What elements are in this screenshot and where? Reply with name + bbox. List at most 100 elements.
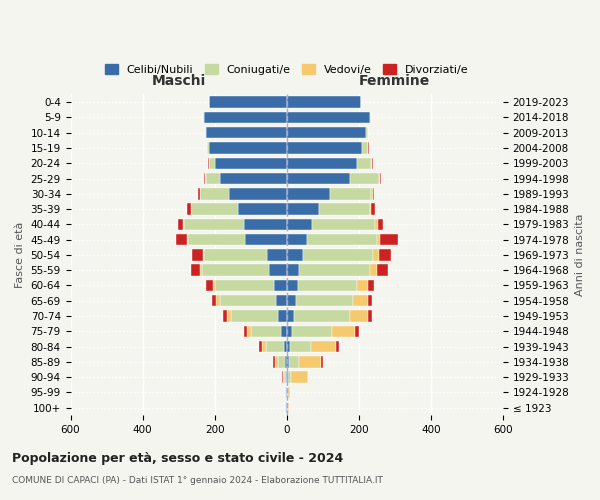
Bar bbox=[287, 96, 361, 108]
Bar bbox=[206, 173, 220, 184]
Bar bbox=[370, 204, 371, 215]
Bar bbox=[379, 173, 380, 184]
Bar bbox=[204, 173, 205, 184]
Bar bbox=[285, 356, 287, 368]
Bar bbox=[287, 280, 298, 291]
Bar bbox=[286, 402, 287, 413]
Text: COMUNE DI CAPACI (PA) - Dati ISTAT 1° gennaio 2024 - Elaborazione TUTTITALIA.IT: COMUNE DI CAPACI (PA) - Dati ISTAT 1° ge… bbox=[12, 476, 383, 485]
Bar bbox=[267, 249, 287, 260]
Bar bbox=[380, 234, 398, 245]
Bar bbox=[290, 341, 311, 352]
Bar bbox=[368, 280, 374, 291]
Bar bbox=[273, 356, 275, 368]
Bar bbox=[191, 204, 238, 215]
Text: Popolazione per età, sesso e stato civile - 2024: Popolazione per età, sesso e stato civil… bbox=[12, 452, 343, 465]
Bar bbox=[292, 372, 308, 383]
Bar bbox=[287, 188, 330, 200]
Bar bbox=[209, 158, 215, 169]
Bar bbox=[288, 402, 289, 413]
Bar bbox=[287, 295, 296, 306]
Bar bbox=[321, 356, 323, 368]
Bar bbox=[247, 326, 251, 337]
Bar bbox=[231, 310, 278, 322]
Bar bbox=[378, 218, 383, 230]
Bar bbox=[284, 341, 287, 352]
Bar bbox=[319, 204, 370, 215]
Text: Femmine: Femmine bbox=[359, 74, 430, 88]
Text: Maschi: Maschi bbox=[152, 74, 206, 88]
Bar bbox=[337, 341, 340, 352]
Bar bbox=[287, 218, 312, 230]
Bar bbox=[370, 264, 377, 276]
Bar bbox=[379, 249, 391, 260]
Bar bbox=[303, 249, 373, 260]
Bar bbox=[362, 142, 368, 154]
Bar bbox=[202, 264, 269, 276]
Bar bbox=[238, 204, 287, 215]
Bar bbox=[276, 295, 287, 306]
Bar bbox=[330, 188, 371, 200]
Bar bbox=[227, 310, 231, 322]
Bar bbox=[355, 326, 359, 337]
Bar bbox=[204, 112, 287, 123]
Bar bbox=[287, 356, 289, 368]
Bar bbox=[191, 264, 200, 276]
Bar bbox=[206, 280, 213, 291]
Bar bbox=[244, 218, 287, 230]
Bar bbox=[289, 356, 299, 368]
Bar bbox=[288, 372, 292, 383]
Bar bbox=[372, 158, 373, 169]
Bar bbox=[332, 326, 355, 337]
Bar bbox=[220, 295, 276, 306]
Bar bbox=[259, 341, 262, 352]
Bar bbox=[307, 234, 377, 245]
Bar bbox=[292, 326, 332, 337]
Bar bbox=[284, 372, 286, 383]
Bar bbox=[266, 341, 284, 352]
Bar bbox=[203, 112, 204, 123]
Bar bbox=[373, 188, 374, 200]
Bar bbox=[176, 234, 187, 245]
Bar bbox=[215, 158, 287, 169]
Bar bbox=[283, 372, 284, 383]
Bar bbox=[204, 249, 267, 260]
Bar bbox=[287, 173, 350, 184]
Bar bbox=[203, 249, 204, 260]
Bar bbox=[294, 310, 350, 322]
Bar bbox=[229, 188, 287, 200]
Bar bbox=[208, 142, 209, 154]
Bar bbox=[350, 310, 368, 322]
Bar bbox=[198, 188, 200, 200]
Bar bbox=[296, 295, 353, 306]
Bar bbox=[287, 142, 362, 154]
Bar bbox=[373, 249, 379, 260]
Bar bbox=[200, 264, 202, 276]
Bar bbox=[287, 127, 366, 138]
Y-axis label: Fasce di età: Fasce di età bbox=[15, 222, 25, 288]
Bar bbox=[209, 96, 287, 108]
Bar bbox=[312, 218, 375, 230]
Bar bbox=[206, 127, 287, 138]
Bar bbox=[212, 295, 217, 306]
Bar bbox=[205, 127, 206, 138]
Bar bbox=[200, 188, 229, 200]
Bar bbox=[223, 310, 227, 322]
Bar bbox=[184, 218, 244, 230]
Bar bbox=[375, 218, 378, 230]
Bar bbox=[287, 402, 288, 413]
Bar bbox=[287, 249, 303, 260]
Bar bbox=[178, 218, 183, 230]
Bar bbox=[244, 326, 247, 337]
Bar bbox=[278, 356, 285, 368]
Bar bbox=[183, 218, 184, 230]
Bar bbox=[286, 372, 287, 383]
Bar bbox=[371, 188, 373, 200]
Bar bbox=[377, 264, 388, 276]
Bar bbox=[269, 264, 287, 276]
Bar bbox=[371, 204, 375, 215]
Bar bbox=[278, 310, 287, 322]
Bar bbox=[287, 264, 299, 276]
Bar bbox=[281, 326, 287, 337]
Bar bbox=[370, 112, 371, 123]
Bar bbox=[192, 249, 203, 260]
